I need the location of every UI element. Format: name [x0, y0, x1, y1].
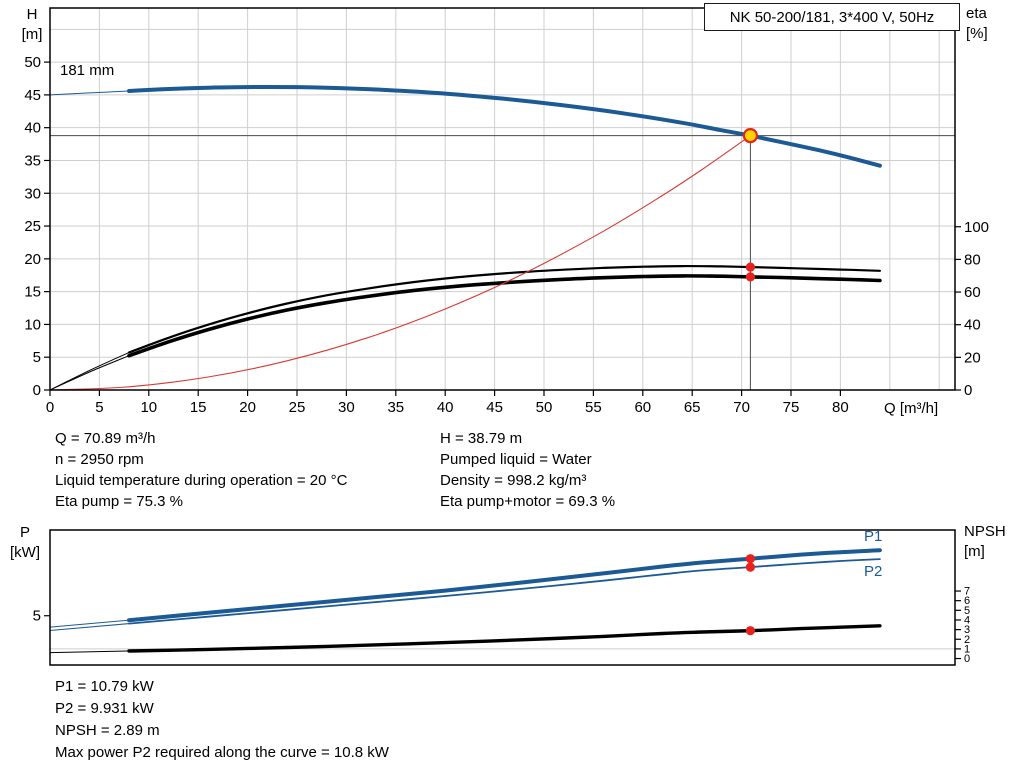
p1-value: P1 = 10.79 kW — [55, 678, 154, 695]
curve-title-box: NK 50-200/181, 3*400 V, 50Hz — [704, 3, 960, 31]
y-left-tick-label: 5 — [33, 349, 41, 366]
impeller-size-label: 181 mm — [60, 62, 115, 79]
eta-pump-dot — [745, 262, 755, 272]
max-power-value: Max power P2 required along the curve = … — [55, 744, 389, 761]
y-right-tick-label: 3 — [964, 624, 970, 636]
x-tick-label: 25 — [289, 399, 306, 416]
pumped-liquid-value: Pumped liquid = Water — [440, 451, 592, 468]
y-left-tick-label: 15 — [24, 284, 41, 301]
y-left-tick-label: 50 — [24, 54, 41, 71]
y-right-tick-label: 4 — [964, 614, 970, 626]
duty-info-left: Q = 70.89 m³/h n = 2950 rpm Liquid tempe… — [55, 428, 347, 512]
pump-curve-181mm-min-flow — [49, 90, 130, 96]
eta-axis-unit: [%] — [966, 25, 988, 42]
head-value: H = 38.79 m — [440, 430, 523, 447]
p2-dot — [745, 562, 755, 572]
npsh-axis-label: NPSH [m] — [964, 522, 1022, 562]
y-left-tick-label: 45 — [24, 87, 41, 104]
x-tick-label: 65 — [684, 399, 701, 416]
y-right-tick-label: 0 — [964, 653, 970, 665]
x-tick-label: 40 — [437, 399, 454, 416]
eta-axis-label: eta [%] — [966, 4, 1022, 44]
x-tick-label: 10 — [140, 399, 157, 416]
eta-pump-motor-curve-min-flow — [49, 355, 130, 391]
p2-value: P2 = 9.931 kW — [55, 700, 154, 717]
head-axis-unit: [m] — [21, 26, 43, 43]
eta-pump-curve — [127, 264, 881, 354]
y-left-tick-label: 20 — [24, 251, 41, 268]
system-curve — [49, 135, 751, 391]
p1-curve — [127, 548, 882, 623]
head-axis-letter: H — [26, 6, 38, 23]
flow-axis-label: Q [m³/h] — [884, 400, 939, 417]
power-info-block: P1 = 10.79 kW P2 = 9.931 kW NPSH = 2.89 … — [55, 676, 389, 764]
x-tick-label: 30 — [338, 399, 355, 416]
p2-curve-min-flow — [49, 623, 130, 631]
y-right-tick-label: 5 — [964, 605, 970, 617]
y-left-tick-label: 40 — [24, 120, 41, 137]
x-tick-label: 50 — [536, 399, 553, 416]
y-right-tick-label: 6 — [964, 595, 970, 607]
x-tick-label: 60 — [634, 399, 651, 416]
power-axis-unit: [kW] — [10, 544, 40, 561]
plot-border — [49, 7, 956, 391]
liquid-temperature-value: Liquid temperature during operation = 20… — [55, 472, 348, 489]
eta-axis-letter: eta — [966, 5, 987, 22]
density-value: Density = 998.2 kg/m³ — [440, 472, 587, 489]
y-left-tick-label: 0 — [33, 382, 41, 399]
y-right-tick-label: 20 — [964, 349, 981, 366]
npsh-axis-unit: [m] — [964, 543, 985, 560]
npsh-dot — [745, 626, 755, 636]
npsh-axis-letter: NPSH — [964, 523, 1006, 540]
npsh-value: NPSH = 2.89 m — [55, 722, 160, 739]
eta-pump-motor-value: Eta pump+motor = 69.3 % — [440, 493, 616, 510]
npsh-curve — [127, 624, 882, 653]
p2-curve — [128, 558, 881, 625]
y-right-tick-label: 100 — [964, 219, 989, 236]
p2-curve-label: P2 — [864, 563, 883, 580]
y-right-tick-label: 80 — [964, 251, 981, 268]
y-right-tick-label: 2 — [964, 634, 970, 646]
y-right-tick-label: 7 — [964, 586, 970, 598]
eta-pump-motor-dot — [745, 272, 755, 282]
curve-title: NK 50-200/181, 3*400 V, 50Hz — [729, 8, 935, 26]
y-right-tick-label: 1 — [964, 643, 970, 655]
y-right-tick-label: 60 — [964, 284, 981, 301]
speed-value: n = 2950 rpm — [55, 451, 144, 468]
y-right-tick-label: 0 — [964, 382, 972, 399]
p1-curve-min-flow — [49, 619, 130, 628]
duty-info-right: H = 38.79 m Pumped liquid = Water Densit… — [440, 428, 615, 512]
p1-dot — [745, 554, 755, 564]
x-tick-label: 0 — [46, 399, 54, 416]
x-tick-label: 35 — [387, 399, 404, 416]
y-left-tick-label: 10 — [24, 316, 41, 333]
x-tick-label: 20 — [239, 399, 256, 416]
y-left-tick-label: 30 — [24, 185, 41, 202]
x-tick-label: 55 — [585, 399, 602, 416]
npsh-curve-min-flow — [49, 650, 130, 654]
p1-curve-label: P1 — [864, 528, 883, 545]
eta-pump-value: Eta pump = 75.3 % — [55, 493, 183, 510]
y-left-tick-label: 25 — [24, 218, 41, 235]
power-axis-letter: P — [19, 524, 30, 541]
plot-border — [49, 529, 956, 666]
head-axis-label: H [m] — [10, 5, 54, 45]
y-left-tick-label: 35 — [24, 152, 41, 169]
flow-value: Q = 70.89 m³/h — [55, 430, 156, 447]
x-tick-label: 15 — [190, 399, 207, 416]
pump-curve-181mm — [127, 84, 882, 168]
power-axis-label: P [kW] — [2, 523, 48, 563]
x-tick-label: 45 — [486, 399, 503, 416]
y-left-tick-label: 5 — [33, 608, 41, 625]
x-tick-label: 80 — [832, 399, 849, 416]
duty-point — [742, 128, 758, 144]
x-tick-label: 70 — [733, 399, 750, 416]
x-tick-label: 5 — [95, 399, 103, 416]
x-tick-label: 75 — [783, 399, 800, 416]
y-right-tick-label: 40 — [964, 317, 981, 334]
eta-pump-motor-curve — [127, 274, 882, 358]
